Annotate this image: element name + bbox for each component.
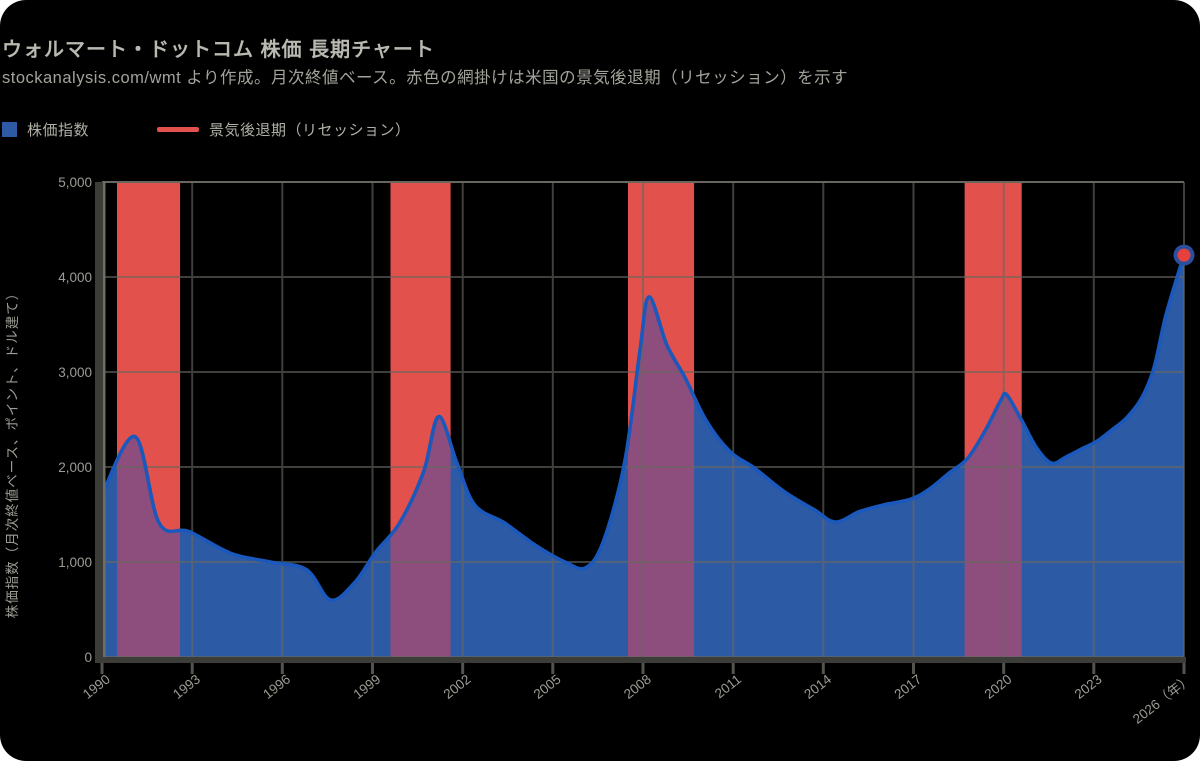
latest-value-marker — [1173, 244, 1195, 266]
y-axis-ticks: 0 1,000 2,000 3,000 4,000 5,000 — [58, 175, 92, 665]
chart-legend: 株価指数 景気後退期（リセッション） — [2, 119, 411, 139]
svg-text:3,000: 3,000 — [58, 365, 92, 380]
svg-text:2020: 2020 — [982, 672, 1015, 702]
svg-text:1990: 1990 — [80, 672, 113, 702]
svg-text:1999: 1999 — [350, 672, 383, 702]
svg-text:2002: 2002 — [441, 672, 474, 702]
svg-text:2017: 2017 — [891, 672, 924, 702]
svg-text:5,000: 5,000 — [58, 175, 92, 190]
x-axis-ticks: 1990 1993 1996 1999 2002 2005 2008 2011 2014 2017… — [80, 663, 1195, 727]
series-line — [100, 253, 1186, 603]
svg-text:2014: 2014 — [801, 671, 834, 702]
svg-text:1993: 1993 — [170, 672, 203, 702]
svg-text:0: 0 — [84, 650, 92, 665]
svg-text:1,000: 1,000 — [58, 555, 92, 570]
x-axis-spine — [95, 657, 1186, 663]
y-axis-title: 株価指数（月次終値ベース、ポイント、ドル建て） — [5, 286, 20, 619]
series-swatch-icon — [2, 121, 17, 137]
legend-band-label: 景気後退期（リセッション） — [209, 121, 411, 139]
svg-text:2026（年）: 2026（年） — [1130, 672, 1195, 727]
svg-text:2005: 2005 — [531, 672, 564, 702]
svg-text:2011: 2011 — [712, 672, 744, 702]
y-axis-spine-edge — [103, 182, 106, 657]
svg-text:2023: 2023 — [1072, 672, 1105, 702]
recession-band-icon — [157, 126, 200, 132]
svg-text:1996: 1996 — [260, 672, 293, 702]
svg-text:2008: 2008 — [621, 672, 654, 702]
legend-series-label: 株価指数 — [27, 121, 90, 139]
chart-subtitle: stockanalysis.com/wmt より作成。月次終値ベース。赤色の網掛… — [2, 69, 849, 87]
chart-title: ウォルマート・ドットコム 株価 長期チャート — [2, 39, 435, 61]
svg-text:2,000: 2,000 — [58, 460, 92, 475]
svg-text:4,000: 4,000 — [58, 270, 92, 285]
y-axis-spine — [95, 182, 104, 657]
